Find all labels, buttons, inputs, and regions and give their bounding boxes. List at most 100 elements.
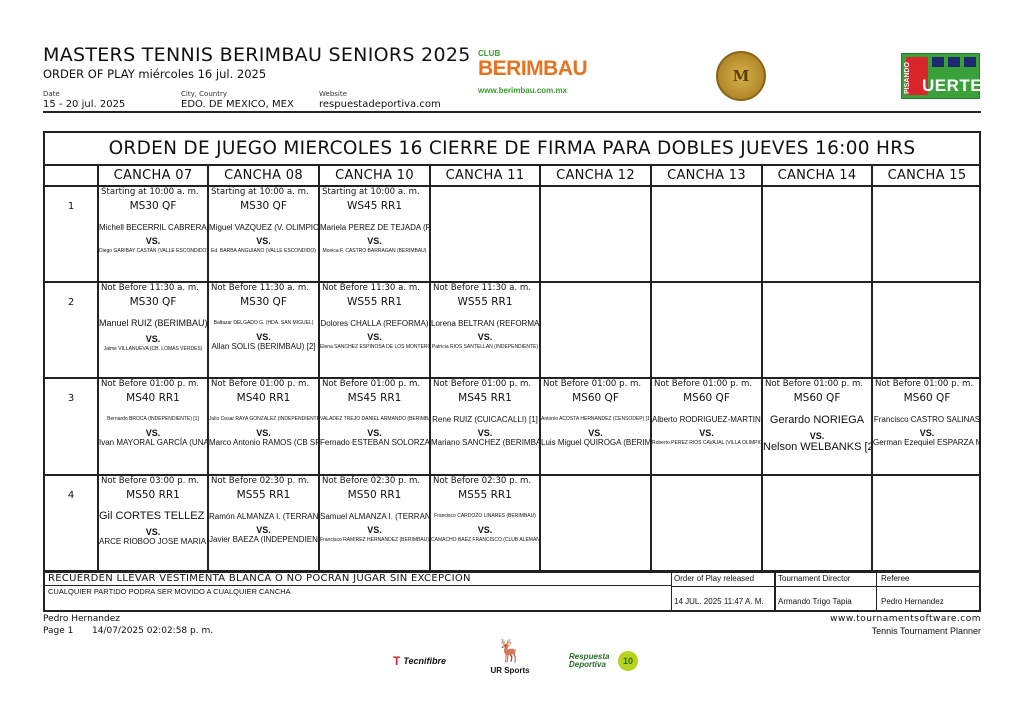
match-time: Not Before 02:30 p. m. [211,476,310,486]
notice-court-change: CUALQUIER PARTIDO PODRA SER MOVIDO A CUA… [48,587,291,596]
player-2: Monica F. CASTRO BARRAGAN (BERIMBAU) [322,248,427,254]
match-cell[interactable]: Not Before 01:00 p. m. MS40 RR1 Bernardo B… [97,379,207,476]
match-cell[interactable]: Not Before 11:30 a. m. WS55 RR1 Dolores CH… [318,283,429,379]
event-round: MS45 RR1 [347,392,402,404]
event-round: MS30 QF [240,296,287,308]
date-value: 15 - 20 jul. 2025 [43,99,126,110]
match-order-number: 2 [45,283,97,379]
event-round: MS60 QF [903,392,951,404]
player-1: Manuel RUIZ (BERIMBAU) [99,318,207,328]
match-cell[interactable]: Not Before 01:00 p. m. MS60 QF Francisco C… [871,379,981,476]
vs-label: VS. [145,527,161,537]
player-1: VALADEZ TREJO DANIEL ARMANDO (BERIMBAU) [320,416,429,422]
empty-cell [650,476,761,573]
player-1: Dolores CHALLA (REFORMA) [320,319,429,328]
vs-label: VS. [256,236,271,246]
match-time: Not Before 11:30 a. m. [433,283,531,293]
player-2: Fernado ESTEBAN SOLORZANO [320,438,429,447]
ur-sports-text: UR Sports [490,666,530,675]
player-2: Jaime VILLANUEVA (CB. LOMAS VERDES) [103,346,203,352]
event-round: MS55 RR1 [236,489,291,501]
player-1: Michell BECERRIL CABRERA (CMT) [1] [99,223,207,232]
empty-cell [429,187,539,283]
player-2: Ed. BARBA ANGUIANO (VALLE ESCONDIDO) [211,248,316,254]
grid-title: ORDEN DE JUEGO MIERCOLES 16 CIERRE DE FI… [45,133,979,166]
tecnifibre-logo: T Tecnifibre [393,654,446,668]
footer-author: Pedro Hernandez [43,614,120,624]
released-label: Order of Play released [674,574,755,583]
match-cell[interactable]: Starting at 10:00 a. m. MS30 QF Michell BE… [97,187,207,283]
player-2: Allan SOLIS (BERIMBAU) [2] [211,342,316,351]
match-time: Not Before 02:30 p. m. [433,476,532,486]
match-cell[interactable]: Not Before 01:00 p. m. MS45 RR1 Rene RUIZ … [429,379,539,476]
empty-cell [871,476,981,573]
player-1: Mariela PEREZ DE TEJADA (REFORMA) [320,223,429,232]
match-cell[interactable]: Not Before 11:30 a. m. MS30 QF Manuel RUIZ… [97,283,207,379]
released-value: 14 JUL. 2025 11:47 A. M. [674,597,764,606]
match-time: Not Before 01:00 p. m. [211,379,310,389]
ur-sports-logo: 🦌 UR Sports [486,638,534,675]
event-round: MS40 RR1 [126,392,180,404]
match-time: Not Before 11:30 a. m. [211,283,309,293]
director-label: Tournament Director [778,574,851,583]
match-cell[interactable]: Not Before 01:00 p. m. MS60 QF Antonio ACO… [539,379,650,476]
match-cell[interactable]: Not Before 11:30 a. m. WS55 RR1 Lorena BEL… [429,283,539,379]
event-round: MS55 RR1 [458,489,512,501]
vs-label: VS. [256,525,271,535]
club-berimbau-logo: CLUB BERIMBAU [478,49,588,80]
player-2: ARCE RIOBOO JOSE MARIA (MUNDET) [99,537,207,546]
deer-icon: 🦌 [496,639,524,664]
match-order-number: 4 [45,476,97,573]
tournamentsoftware-link[interactable]: www.tournamentsoftware.com [830,614,981,624]
match-cell[interactable]: Not Before 03:00 p. m. MS50 RR1 Gil CORTES… [97,476,207,573]
event-round: MS45 RR1 [458,392,512,404]
website-link[interactable]: respuestadeportiva.com [319,99,441,110]
club-small-text: CLUB [478,49,501,58]
match-cell[interactable]: Not Before 02:30 p. m. MS50 RR1 Samuel ALM… [318,476,429,573]
player-1: Ramón ALMANZA I. (TERRANOVA) [209,512,318,521]
city-label: City, Country [181,90,227,98]
row-number-header [45,166,97,187]
rd-badge-icon: 10 [618,651,638,671]
event-round: MS40 RR1 [236,392,291,404]
match-time: Not Before 03:00 p. m. [101,476,200,486]
match-order-number: 3 [45,379,97,476]
page-number: Page 1 [43,626,74,636]
match-time: Not Before 01:00 p. m. [654,379,753,389]
court-header: CANCHA 10 [318,166,429,187]
match-cell[interactable]: Not Before 02:30 p. m. MS55 RR1 Francisco … [429,476,539,573]
court-header: CANCHA 13 [650,166,761,187]
player-1: Julio Cesar RAYA GONZALEZ (INDEPENDIENTE… [209,416,318,422]
event-round: WS55 RR1 [346,296,403,308]
empty-cell [871,187,981,283]
player-1: Rene RUIZ (CUICACALLI) [1] [432,415,538,424]
match-cell[interactable]: Starting at 10:00 a. m. MS30 QF Miguel VAZ… [207,187,318,283]
match-time: Not Before 01:00 p. m. [101,379,200,389]
court-header: CANCHA 12 [539,166,650,187]
match-order-number: 1 [45,187,97,283]
match-cell[interactable]: Not Before 01:00 p. m. MS60 QF Alberto ROD… [650,379,761,476]
player-1: Antonio ACOSTA HERNANDEZ (CENSODEP) [1] [541,416,650,422]
masters-tennis-mexico-seal: M [716,51,766,101]
player-1: Gerardo NORIEGA [769,414,865,426]
match-cell[interactable]: Starting at 10:00 a. m. WS45 RR1 Mariela P… [318,187,429,283]
match-time: Not Before 01:00 p. m. [322,379,421,389]
match-time: Not Before 01:00 p. m. [433,379,532,389]
match-time: Not Before 01:00 p. m. [875,379,974,389]
match-cell[interactable]: Not Before 01:00 p. m. MS60 QF Gerardo NOR… [761,379,871,476]
vs-label: VS. [145,428,161,438]
date-label: Date [43,90,60,98]
vs-label: VS. [367,236,382,246]
match-time: Not Before 11:30 a. m. [322,283,420,293]
vs-label: VS. [367,332,382,342]
vs-label: VS. [477,332,493,342]
match-time: Starting at 10:00 a. m. [322,187,420,197]
player-2: Ivan MAYORAL GARCÍA (UNAM) [99,438,207,447]
match-cell[interactable]: Not Before 01:00 p. m. MS40 RR1 Julio Cesa… [207,379,318,476]
referee-label: Referee [881,574,910,583]
match-cell[interactable]: Not Before 11:30 a. m. MS30 QF Baltazar DE… [207,283,318,379]
match-cell[interactable]: Not Before 01:00 p. m. MS45 RR1 VALADEZ TR… [318,379,429,476]
match-cell[interactable]: Not Before 02:30 p. m. MS55 RR1 Ramón ALMA… [207,476,318,573]
printed-timestamp: 14/07/2025 02:02:58 p. m. [92,626,214,636]
vs-label: VS. [367,428,382,438]
